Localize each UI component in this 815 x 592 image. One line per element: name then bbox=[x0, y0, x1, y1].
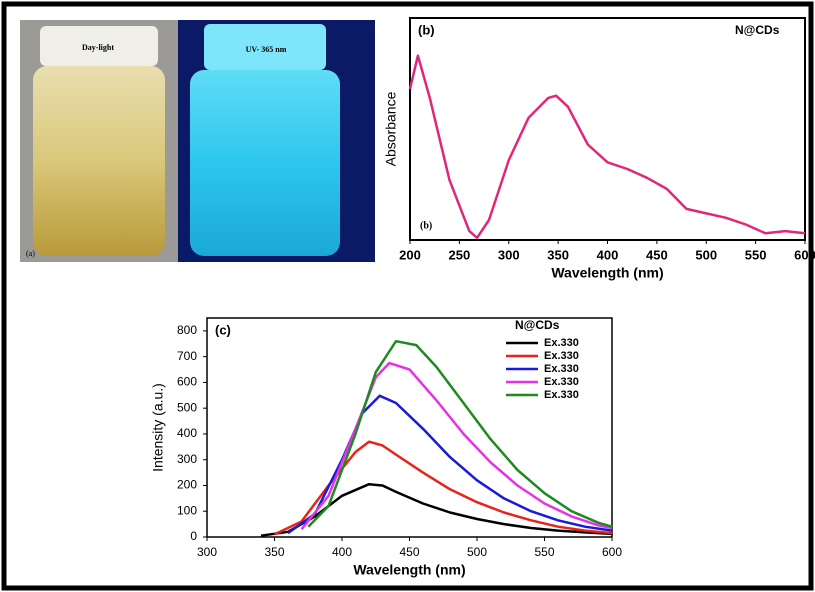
y-tick-label: 300 bbox=[177, 452, 197, 466]
legend-title: N@CDs bbox=[515, 318, 560, 332]
y-tick-label: 400 bbox=[177, 426, 197, 440]
y-tick-label: 800 bbox=[177, 323, 197, 337]
y-axis-label: Intensity (a.u.) bbox=[150, 383, 166, 472]
panel-label: (c) bbox=[215, 322, 231, 337]
x-tick-label: 500 bbox=[467, 545, 487, 559]
photo-label: UV- 365 nm bbox=[246, 45, 287, 54]
bottle bbox=[33, 66, 165, 256]
x-tick-label: 450 bbox=[646, 247, 668, 262]
x-tick-label: 300 bbox=[498, 247, 520, 262]
panel-label: (b) bbox=[418, 22, 435, 37]
x-tick-label: 550 bbox=[534, 545, 554, 559]
series-line bbox=[410, 56, 805, 238]
legend-label: Ex.330 bbox=[544, 350, 579, 362]
x-tick-label: 600 bbox=[794, 247, 815, 262]
legend-label: Ex.330 bbox=[544, 389, 579, 401]
x-tick-label: 350 bbox=[547, 247, 569, 262]
x-axis-label: Wavelength (nm) bbox=[551, 265, 663, 281]
annotation: N@CDs bbox=[735, 23, 780, 37]
y-tick-label: 700 bbox=[177, 349, 197, 363]
x-tick-label: 350 bbox=[264, 545, 284, 559]
x-tick-label: 500 bbox=[695, 247, 717, 262]
panel-label: (a) bbox=[26, 249, 35, 258]
x-tick-label: 400 bbox=[597, 247, 619, 262]
x-tick-label: 550 bbox=[745, 247, 767, 262]
x-tick-label: 250 bbox=[449, 247, 471, 262]
y-tick-label: 500 bbox=[177, 400, 197, 414]
x-tick-label: 300 bbox=[197, 545, 217, 559]
x-axis-label: Wavelength (nm) bbox=[353, 562, 465, 578]
inner-label: (b) bbox=[420, 220, 432, 231]
x-tick-label: 200 bbox=[399, 247, 421, 262]
y-tick-label: 100 bbox=[177, 503, 197, 517]
photo-label: Day-light bbox=[82, 43, 114, 52]
x-tick-label: 400 bbox=[332, 545, 352, 559]
y-tick-label: 600 bbox=[177, 375, 197, 389]
photo-panel: Day-light UV- 365 nm (a) bbox=[20, 20, 375, 262]
figure: Day-light UV- 365 nm (a) 200 250 300 350 400… bbox=[0, 0, 815, 592]
y-tick-label: 0 bbox=[190, 529, 197, 543]
bottle bbox=[190, 70, 340, 256]
y-tick-label: 200 bbox=[177, 478, 197, 492]
x-tick-label: 600 bbox=[602, 545, 622, 559]
legend-label: Ex.330 bbox=[544, 363, 579, 375]
plot-frame bbox=[410, 18, 805, 240]
legend-label: Ex.330 bbox=[544, 337, 579, 349]
y-axis-label: Absorbance bbox=[383, 91, 399, 166]
x-tick-label: 450 bbox=[399, 545, 419, 559]
legend-label: Ex.330 bbox=[544, 376, 579, 388]
